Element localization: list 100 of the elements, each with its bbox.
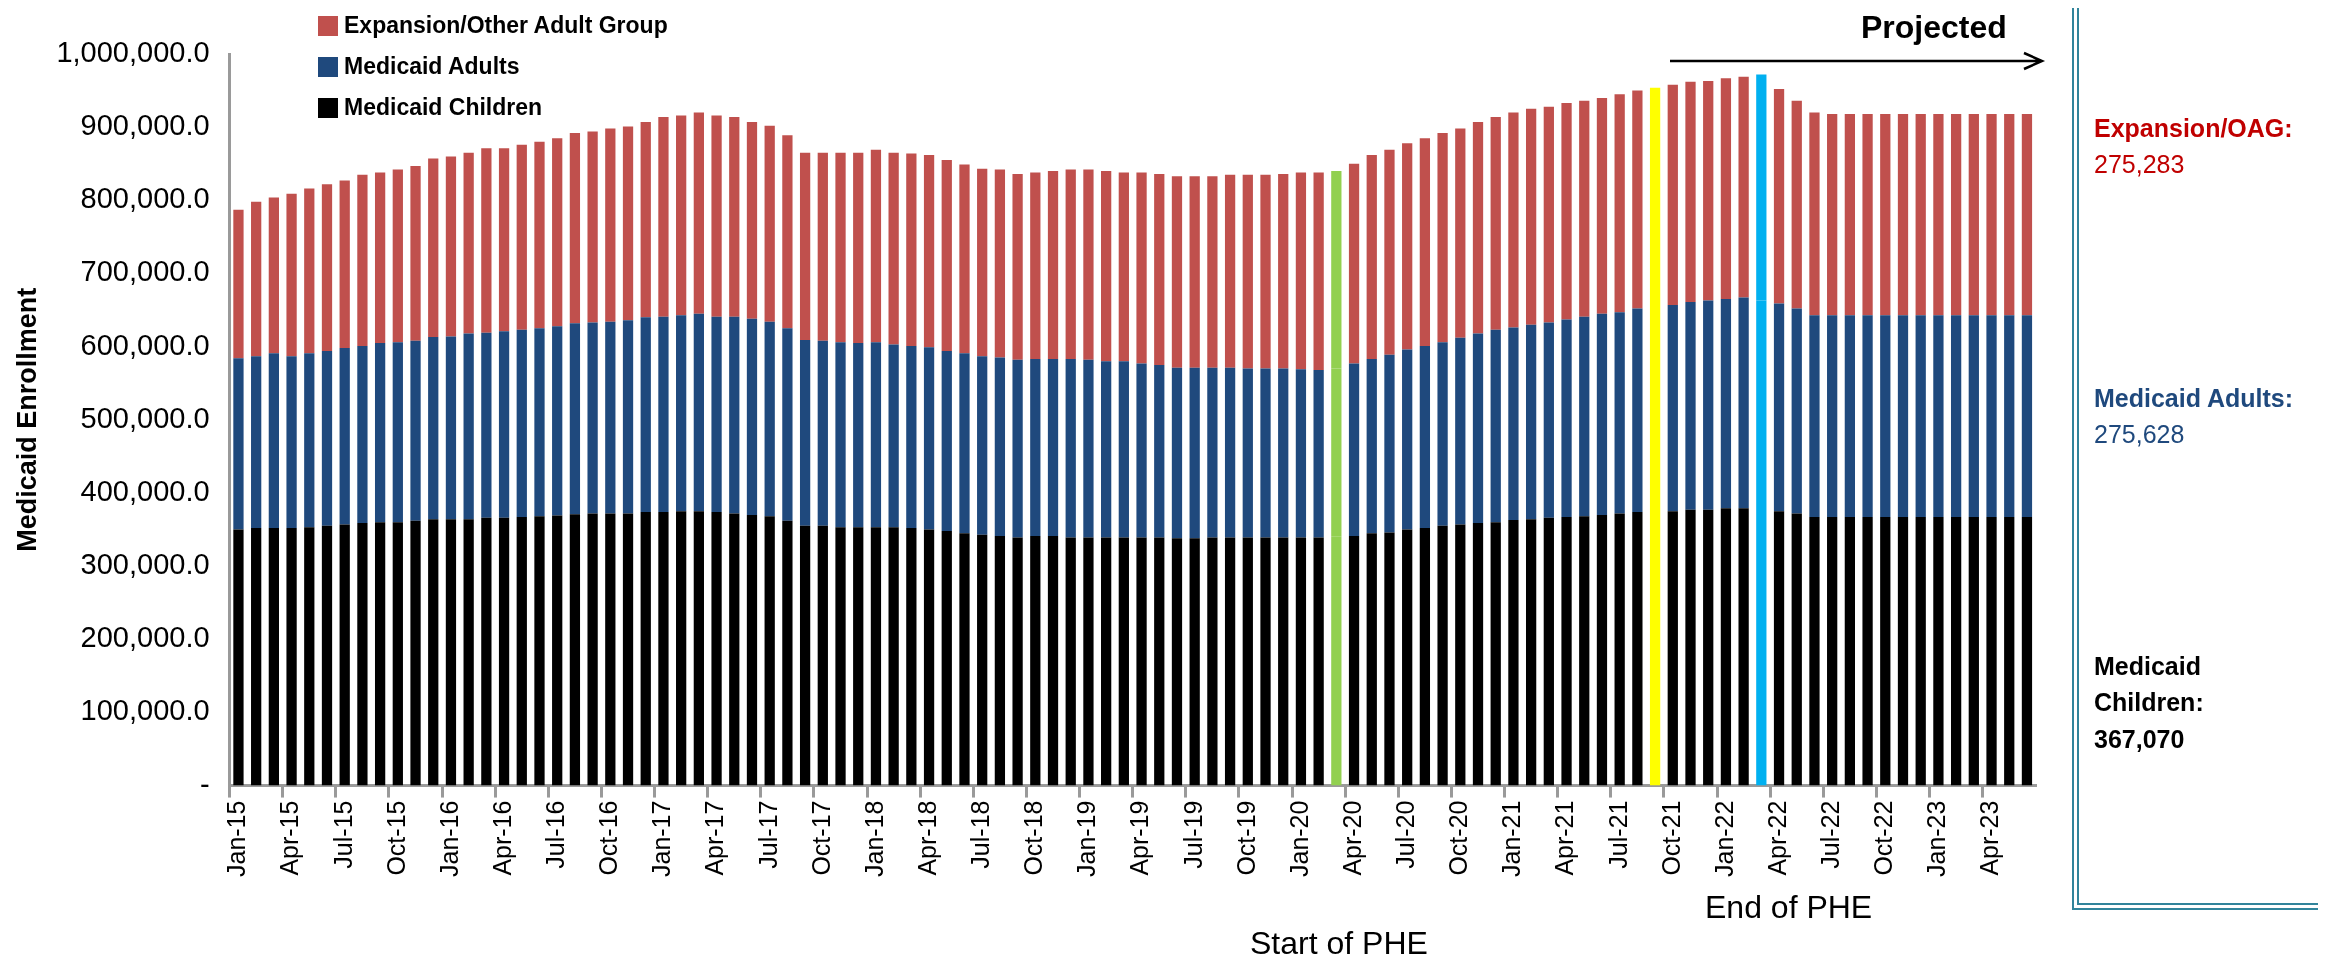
x-tick-label: Jul-18 bbox=[966, 800, 995, 869]
bar bbox=[410, 520, 421, 786]
bar bbox=[1047, 359, 1059, 537]
bar bbox=[1101, 361, 1112, 538]
bar bbox=[1490, 522, 1501, 786]
bar bbox=[1083, 169, 1094, 360]
bar bbox=[1455, 524, 1466, 786]
bar bbox=[1083, 537, 1094, 786]
bar bbox=[1384, 149, 1395, 355]
bar bbox=[1703, 81, 1714, 301]
y-tick-label: 300,000.0 bbox=[80, 548, 210, 581]
x-tick-label: Jan-21 bbox=[1497, 800, 1526, 878]
bar bbox=[1224, 537, 1236, 786]
bar bbox=[1295, 537, 1307, 786]
bar bbox=[357, 345, 368, 523]
bar bbox=[374, 342, 386, 523]
bar bbox=[888, 527, 899, 786]
bar bbox=[569, 514, 581, 786]
y-tick-label: - bbox=[199, 767, 210, 800]
bar bbox=[1791, 308, 1802, 514]
legend-label: Medicaid Children bbox=[344, 94, 543, 121]
bar bbox=[1880, 517, 1891, 786]
bar bbox=[357, 522, 368, 786]
legend-label: Expansion/Other Adult Group bbox=[344, 12, 668, 39]
bar bbox=[994, 357, 1006, 537]
bar bbox=[1968, 315, 1979, 518]
x-tick-label: Apr-17 bbox=[700, 800, 729, 876]
bar bbox=[1915, 517, 1926, 786]
x-tick-label: Apr-22 bbox=[1762, 800, 1791, 876]
bar bbox=[711, 511, 722, 786]
bar bbox=[729, 116, 740, 317]
bar bbox=[1171, 176, 1183, 368]
bar bbox=[1827, 113, 1838, 316]
bar bbox=[233, 529, 244, 786]
bar bbox=[1419, 138, 1431, 346]
y-tick-label: 900,000.0 bbox=[80, 109, 210, 142]
x-tick-label: Oct-19 bbox=[1231, 800, 1260, 876]
y-tick-label: 600,000.0 bbox=[80, 328, 210, 361]
bar bbox=[693, 313, 704, 512]
bar bbox=[1986, 315, 1997, 518]
bar bbox=[569, 133, 581, 324]
bar bbox=[658, 316, 669, 512]
y-axis-title: Medicaid Enrollment bbox=[11, 287, 42, 552]
bar bbox=[1384, 532, 1395, 786]
bar bbox=[1012, 359, 1023, 538]
bar bbox=[1224, 174, 1236, 368]
bar bbox=[1402, 143, 1413, 350]
bar bbox=[1579, 100, 1590, 317]
bar bbox=[1968, 517, 1979, 786]
bar bbox=[2004, 315, 2015, 518]
bar bbox=[268, 353, 279, 529]
bar bbox=[1472, 333, 1484, 523]
bar bbox=[1101, 171, 1112, 362]
bar bbox=[1773, 303, 1785, 512]
bar bbox=[1791, 100, 1802, 309]
x-tick-label: Jul-22 bbox=[1816, 800, 1845, 869]
bar bbox=[1950, 517, 1962, 786]
x-tick-label: Jan-22 bbox=[1709, 800, 1738, 878]
bar bbox=[321, 525, 333, 786]
bar bbox=[251, 201, 262, 357]
bar bbox=[1437, 525, 1448, 786]
bar bbox=[1720, 299, 1732, 509]
bar bbox=[888, 152, 899, 345]
bar bbox=[552, 138, 563, 327]
bar bbox=[1596, 97, 1608, 314]
bar bbox=[1419, 528, 1431, 786]
bar bbox=[622, 513, 634, 786]
bar bbox=[1844, 517, 1856, 786]
bar bbox=[1260, 368, 1271, 538]
bar bbox=[1862, 517, 1873, 786]
bar bbox=[1437, 133, 1448, 343]
bar bbox=[1667, 511, 1678, 786]
bar bbox=[268, 528, 279, 786]
y-tick-label: 200,000.0 bbox=[80, 621, 210, 654]
bar bbox=[1773, 511, 1785, 786]
x-tick-label: Apr-16 bbox=[487, 800, 516, 876]
bar bbox=[906, 528, 917, 786]
y-tick-label: 1,000,000.0 bbox=[56, 36, 210, 68]
bar bbox=[552, 326, 563, 516]
bar bbox=[1242, 368, 1253, 538]
bar bbox=[1986, 517, 1997, 786]
bar bbox=[1154, 537, 1165, 786]
bar bbox=[1738, 76, 1749, 298]
bar bbox=[782, 328, 793, 521]
bar bbox=[888, 344, 899, 528]
bar bbox=[746, 318, 758, 515]
bar bbox=[321, 351, 333, 526]
bar bbox=[1791, 513, 1802, 786]
bar bbox=[835, 342, 846, 528]
x-tick-label: Jan-15 bbox=[222, 800, 251, 878]
x-tick-label: Jan-20 bbox=[1284, 800, 1313, 878]
bar bbox=[1685, 81, 1696, 302]
x-tick-label: Jan-16 bbox=[434, 800, 463, 878]
bar bbox=[693, 112, 704, 314]
bar bbox=[498, 517, 510, 786]
y-tick-label: 100,000.0 bbox=[80, 694, 210, 727]
bar bbox=[994, 169, 1006, 358]
bar bbox=[339, 180, 350, 349]
bar bbox=[481, 332, 492, 518]
bar bbox=[1030, 536, 1041, 786]
